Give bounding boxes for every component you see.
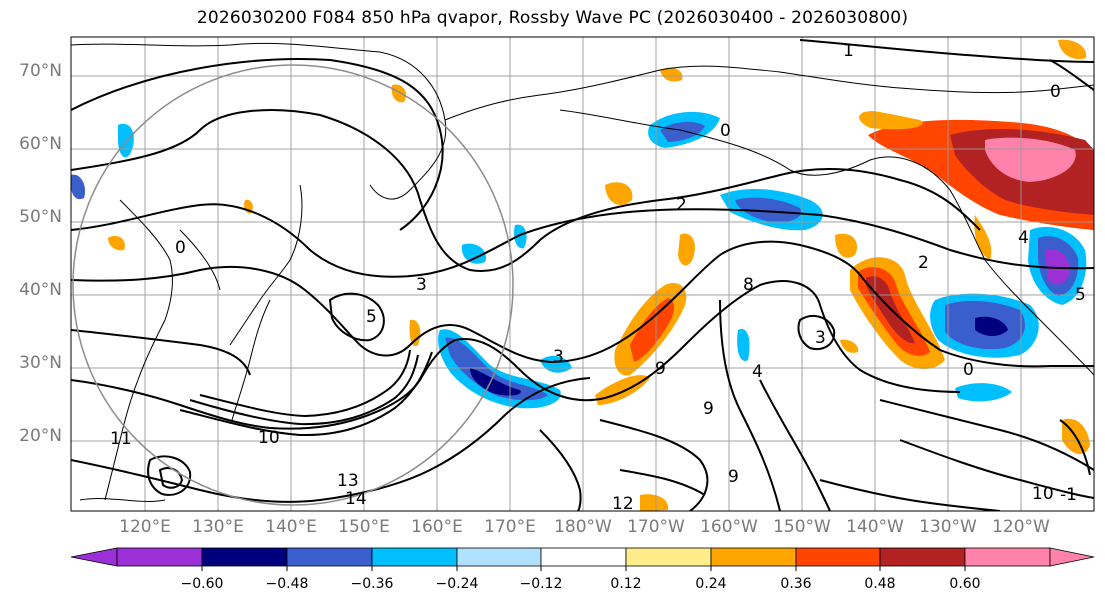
colorbar-bin-11 <box>964 547 1051 567</box>
map-title: 2026030200 F084 850 hPa qvapor, Rossby W… <box>196 8 909 28</box>
contour-label-4: 4 <box>752 362 763 382</box>
colorbar-tick-label: −0.60 <box>180 576 224 592</box>
lon-label-150w: 150°W <box>773 517 831 537</box>
lon-label-170w: 170°W <box>627 517 685 537</box>
lat-label-70: 70°N <box>19 61 62 81</box>
lat-label-50: 50°N <box>19 207 62 227</box>
lon-label-180w: 180°W <box>554 517 612 537</box>
colorbar-tick-label: −0.12 <box>519 576 563 592</box>
lon-label-130e: 130°E <box>192 517 244 537</box>
lat-label-30: 30°N <box>19 353 62 373</box>
contour-label-2b: 2 <box>918 253 929 273</box>
contour-label-13: 13 <box>337 471 359 491</box>
contour-label-9b: 9 <box>703 399 714 419</box>
colorbar-bin-3 <box>286 547 373 567</box>
contour-lines <box>71 39 1094 511</box>
great-circle <box>72 64 514 506</box>
contour-label-10: 10 <box>258 428 280 448</box>
lat-label-60: 60°N <box>19 134 62 154</box>
colorbar-tick-label: 0.36 <box>780 576 812 592</box>
lon-label-140w: 140°W <box>846 517 904 537</box>
colorbar-bin-1 <box>116 547 203 567</box>
contour-label-0: 0 <box>175 238 186 258</box>
contour-label-0c: 0 <box>963 360 974 380</box>
colorbar-bin-5 <box>456 547 542 567</box>
contour-label-2: 2 <box>676 195 687 215</box>
contour-label-1: 1 <box>843 41 854 61</box>
contour-label-neg1: -1 <box>1060 485 1077 505</box>
contour-label-8: 8 <box>743 275 754 295</box>
contour-label-5b: 5 <box>1075 285 1086 305</box>
lon-label-170e: 170°E <box>484 517 536 537</box>
contour-label-9c: 9 <box>728 467 739 487</box>
lon-label-160w: 160°W <box>700 517 758 537</box>
contour-labels: 1 2 2 3 3 3 4 4 5 5 8 9 9 9 10 10 11 12 … <box>110 41 1086 514</box>
contour-label-9: 9 <box>655 359 666 379</box>
colorbar-bin-9 <box>795 547 881 567</box>
contour-label-12: 12 <box>612 494 634 514</box>
contour-label-11: 11 <box>110 429 132 449</box>
graticule <box>71 37 1094 511</box>
contour-label-3b: 3 <box>553 347 564 367</box>
colorbar-bin-2 <box>201 547 288 567</box>
colorbar-tick-label: −0.24 <box>435 576 479 592</box>
contour-label-10b: 10 <box>1032 484 1054 504</box>
colorbar-tick-label: 0.60 <box>949 576 981 592</box>
lon-label-160e: 160°E <box>411 517 463 537</box>
colorbar-extend-high <box>1049 547 1095 567</box>
colorbar-tick-label: 0.48 <box>864 576 896 592</box>
contour-label-5: 5 <box>366 307 377 327</box>
contour-label-3: 3 <box>416 275 427 295</box>
colorbar-tick-label: −0.36 <box>350 576 394 592</box>
colorbar-bin-8 <box>710 547 797 567</box>
colorbar-tick-label: −0.48 <box>265 576 309 592</box>
contour-label-14: 14 <box>345 489 367 509</box>
colorbar-bin-10 <box>879 547 966 567</box>
colorbar-bin-7 <box>625 547 712 567</box>
colorbar-tick-label: 0.12 <box>610 576 642 592</box>
lat-label-20: 20°N <box>19 426 62 446</box>
colorbar-tick-label: 0.24 <box>695 576 727 592</box>
lon-label-130w: 130°W <box>919 517 977 537</box>
contour-label-0d: 0 <box>1050 82 1061 102</box>
colorbar <box>70 547 1095 567</box>
lon-label-120w: 120°W <box>992 517 1050 537</box>
lon-label-140e: 140°E <box>265 517 317 537</box>
contour-label-0b: 0 <box>720 121 731 141</box>
contour-label-4b: 4 <box>1018 228 1029 248</box>
map-field: 1 2 2 3 3 3 4 4 5 5 8 9 9 9 10 10 11 12 … <box>71 37 1094 514</box>
lat-label-40: 40°N <box>19 280 62 300</box>
colorbar-bin-4 <box>371 547 458 567</box>
coastlines <box>71 42 1094 502</box>
lon-label-150e: 150°E <box>338 517 390 537</box>
colorbar-ticks <box>201 566 966 571</box>
contour-label-3c: 3 <box>815 328 826 348</box>
colorbar-bin-6 <box>540 547 627 567</box>
map-frame <box>70 36 1095 512</box>
lon-label-120e: 120°E <box>119 517 171 537</box>
colorbar-extend-low <box>70 547 118 567</box>
